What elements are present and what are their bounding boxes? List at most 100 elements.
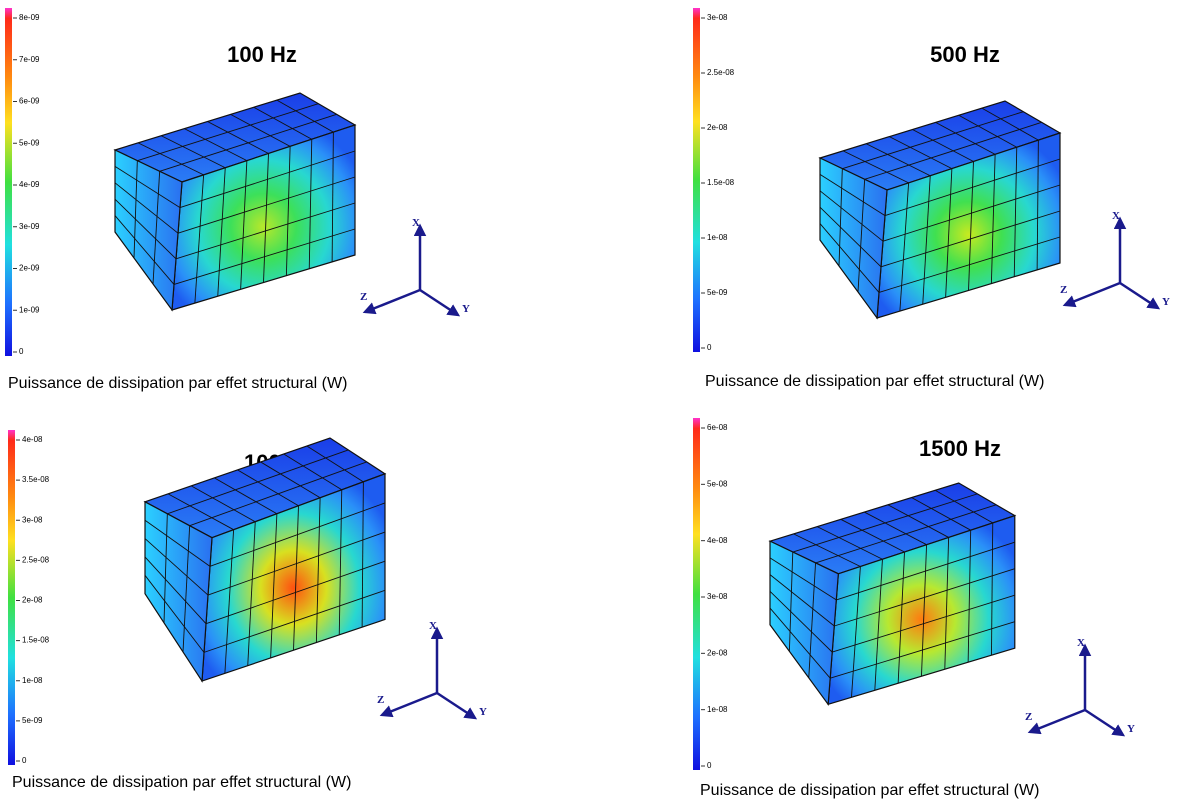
mesh-line [194,174,205,304]
mesh-line [114,198,177,260]
mesh-line [945,168,953,298]
mesh-line [137,103,319,162]
colorbar-tick-label: 6e-09 [19,97,40,106]
mesh-line [834,568,1015,627]
axis-arrow [1027,708,1086,735]
colorbar-tick-label: 1e-08 [22,676,43,685]
mesh-line [921,544,928,677]
mesh-line [882,184,1061,242]
mesh-line [270,513,278,658]
colorbar [5,8,12,356]
mesh-line [1013,147,1018,277]
colorbar-tick-label: 0 [707,343,712,352]
axis-arrow [1119,281,1161,310]
mesh-line [842,150,909,184]
mesh-line [884,158,1061,217]
caption: Puissance de dissipation par effet struc… [705,373,1044,390]
mesh-block [143,437,387,683]
mesh-block [113,92,357,312]
mesh-line [276,99,334,133]
mesh-line [144,519,211,567]
colorbar-tick-label: 3e-09 [19,222,40,231]
mesh-line [308,139,313,269]
colorbar-tick-label: 1e-08 [707,233,728,242]
colorbar-tick-label: 4e-08 [707,536,728,545]
colorbar-tick-label: 2.5e-08 [707,68,735,77]
mesh-line [819,206,882,268]
mesh-line [866,143,931,177]
axis-arrow [1062,281,1121,308]
mesh-line [237,469,299,507]
mesh-line [144,556,207,624]
mesh-line [331,132,334,262]
mesh-line [217,167,226,297]
colorbar-tick-label: 8e-09 [19,13,40,22]
mesh-line [788,552,794,652]
axis-arrow [362,288,421,315]
mesh-line [769,591,833,653]
caption: Puissance de dissipation par effet struc… [700,782,1039,799]
axis-arrow [436,691,478,720]
colorbar-tick-label: 1e-09 [19,305,40,314]
colorbar-tick-label: 3e-08 [707,592,728,601]
axis-label: Z [1060,284,1067,296]
mesh-line [897,551,905,684]
axis-label: X [1077,637,1085,649]
mesh-block [818,100,1062,320]
colorbar-tick-label: 2e-09 [19,264,40,273]
colorbar-tick-label: 2e-08 [707,648,728,657]
mesh-line [191,485,256,523]
colorbar-tick-label: 7e-09 [19,55,40,64]
mesh-line [990,154,996,284]
mesh-line [338,489,343,635]
mesh-line [306,445,364,483]
axis-label: Y [1127,723,1135,735]
colorbar-tick-label: 5e-08 [707,479,728,488]
mesh-line [769,607,831,679]
axis-label: X [429,620,437,632]
colorbar-tick-label: 3.5e-08 [22,475,50,484]
axis-label: Y [479,706,487,718]
mesh-line [912,129,974,162]
mesh-line [207,121,269,154]
colorbar-tick-label: 2e-08 [22,596,43,605]
panel-title: 100 Hz [227,42,297,67]
colorbar [8,430,15,765]
mesh-line [934,489,993,524]
colorbar [693,418,700,770]
mesh-line [263,153,269,283]
mesh-line [769,574,835,627]
mesh-line [991,522,994,656]
mesh-line [968,161,974,291]
mesh-line [163,513,168,623]
axis-label: Y [1162,296,1170,308]
mesh-line [878,236,1061,293]
mesh-line [830,621,1015,679]
mesh-line [260,461,321,499]
mesh-line [808,562,817,678]
colorbar-tick-label: 1.5e-08 [707,178,735,187]
colorbar-tick-label: 5e-09 [22,716,43,725]
mesh-line [114,215,175,285]
mesh-line [864,511,927,546]
colorbar-tick-label: 2e-08 [707,123,728,132]
mesh-line [152,171,161,285]
colorbar [693,8,700,352]
mesh-line [793,533,861,567]
mesh-line [899,182,910,312]
mesh-line [842,111,1024,170]
mesh-line [161,135,226,169]
mesh-line [114,182,179,234]
colorbar-tick-label: 4e-09 [19,180,40,189]
mesh-line [840,518,905,553]
mesh-line [240,160,248,290]
colorbar-tick-label: 2.5e-08 [22,555,50,564]
mesh-line [137,142,204,176]
mesh-line [203,589,386,653]
mesh-line [167,449,349,515]
mesh-line [874,559,883,691]
mesh-line [214,477,278,515]
mesh-line [819,223,880,293]
mesh-line [361,481,364,628]
axis-label: X [412,217,420,229]
